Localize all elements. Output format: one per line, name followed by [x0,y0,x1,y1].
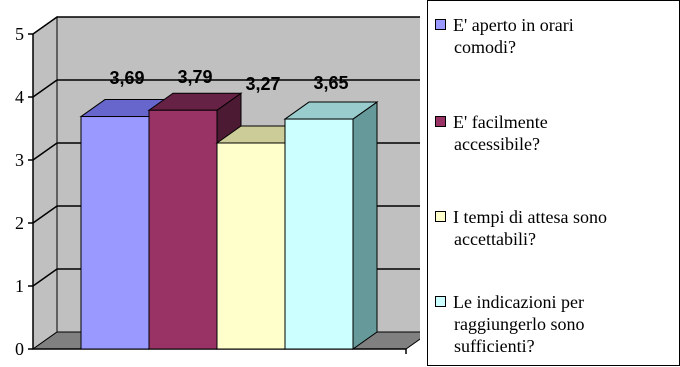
data-label-2: 3,79 [177,67,212,87]
y-tick-label-1: 1 [15,276,24,296]
bar-4-front [284,118,354,350]
side-wall [32,16,58,350]
data-label-1: 3,69 [109,68,144,88]
data-label-3: 3,27 [245,74,280,94]
legend: E' aperto in orari comodi? E' facilmente… [427,0,680,366]
legend-label-4-line-1: Le indicazioni per [453,292,584,312]
data-label-4: 3,65 [313,73,348,93]
legend-swatch-4 [435,296,446,307]
legend-label-4-line-3: sufficienti? [454,336,535,356]
legend-label-3: I tempi di attesa sono accettabili? [453,206,675,250]
legend-label-1-line-1: E' aperto in orari [453,15,574,35]
legend-swatch-1 [435,19,446,30]
y-tick-label-5: 5 [15,24,24,44]
bar-chart: 0 1 2 3 4 5 3,69 3,79 3,27 3,65 [15,16,420,359]
legend-label-2-line-2: accessibile? [454,134,540,154]
bar-1-front [80,116,150,350]
legend-label-3-line-1: I tempi di attesa sono [453,207,607,227]
data-labels: 3,69 3,79 3,27 3,65 [109,67,348,94]
gridline-4 [32,79,420,98]
legend-label-1-line-2: comodi? [454,37,516,57]
bars [79,92,379,350]
legend-label-2: E' facilmente accessibile? [453,111,675,155]
y-tick-label-4: 4 [15,87,24,107]
legend-label-4: Le indicazioni per raggiungerlo sono suf… [453,291,675,357]
y-tick-label-2: 2 [15,213,24,233]
gridline-5 [32,16,420,35]
legend-label-2-line-1: E' facilmente [453,112,548,132]
y-tick-label-3: 3 [15,150,24,170]
bar-3-front [216,142,286,350]
legend-label-1: E' aperto in orari comodi? [453,14,675,58]
bar-4-side [352,101,378,350]
bar-2-front [148,109,218,350]
bar-4 [283,101,379,350]
legend-swatch-3 [435,211,446,222]
y-tick-label-0: 0 [15,339,24,359]
legend-swatch-2 [435,116,446,127]
legend-label-4-line-2: raggiungerlo sono [454,314,585,334]
legend-label-3-line-2: accettabili? [454,229,536,249]
